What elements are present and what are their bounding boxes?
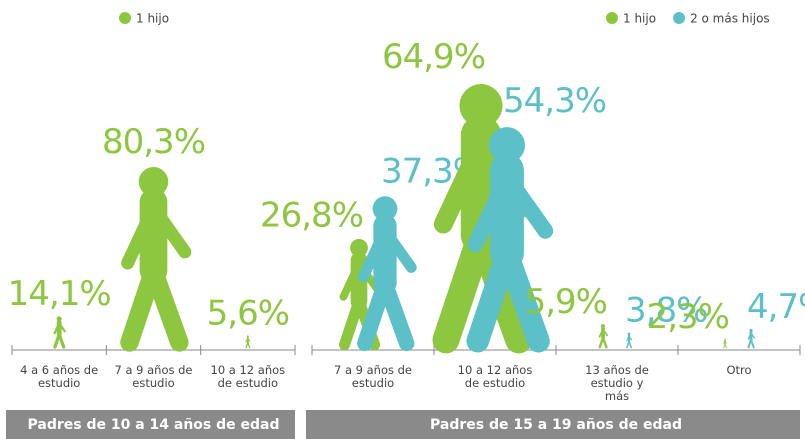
figure <box>723 338 727 349</box>
value-label: 26,8% <box>260 195 363 235</box>
figure-arms <box>747 332 755 340</box>
value-label: 54,3% <box>503 81 606 121</box>
legend-label: 2 o más hijos <box>690 12 770 26</box>
figure-legs <box>53 332 66 349</box>
x-tick-label: 10 a 12 años de estudio <box>457 363 533 390</box>
figure-head <box>601 324 605 328</box>
x-tick-label: Otro <box>726 363 752 377</box>
figure-legs <box>120 261 189 352</box>
figure-legs <box>245 341 251 349</box>
figure-head <box>246 335 249 338</box>
figure-arms <box>598 328 609 338</box>
value-label: 2,3% <box>647 297 729 337</box>
figure <box>245 335 251 349</box>
panel-title: Padres de 10 a 14 años de edad <box>28 417 280 433</box>
figure-legs <box>357 275 415 352</box>
panel-title: Padres de 15 a 19 años de edad <box>430 417 682 433</box>
figure-arms <box>357 224 417 283</box>
figure-head <box>372 196 398 222</box>
legend-label: 1 hijo <box>623 12 656 26</box>
figure-arms <box>626 335 633 342</box>
value-label: 5,6% <box>207 294 289 334</box>
figure-arms <box>467 168 554 253</box>
x-tick-label: 10 a 12 años de estudio <box>210 363 286 390</box>
figure-legs <box>723 343 727 349</box>
legend-swatch <box>119 12 131 24</box>
figure-head <box>749 328 753 333</box>
panel-banner <box>306 410 800 439</box>
panel-banner <box>6 410 295 439</box>
figure <box>357 196 417 352</box>
figure-head <box>350 239 368 257</box>
x-tick-label: 7 a 9 años de estudio <box>333 363 413 390</box>
figure-legs <box>598 336 608 349</box>
legend-label: 1 hijo <box>136 12 169 26</box>
figure-head <box>459 84 503 128</box>
value-label: 64,9% <box>382 37 485 77</box>
x-tick-label: 4 a 6 años de estudio <box>20 363 99 390</box>
figure <box>53 316 66 349</box>
figure <box>598 324 609 349</box>
figure <box>466 127 554 353</box>
figure-head <box>138 167 169 197</box>
figure-arms <box>121 201 192 270</box>
figure-legs <box>626 340 632 349</box>
figure-head <box>488 127 526 164</box>
legend-swatch <box>673 12 686 24</box>
value-label: 80,3% <box>102 122 205 162</box>
figure <box>747 328 755 349</box>
figure-head <box>724 338 726 341</box>
figure-arms <box>53 322 66 335</box>
value-label: 4,7% <box>747 287 805 327</box>
legend-swatch <box>606 12 618 24</box>
value-label: 5,9% <box>525 282 607 322</box>
x-tick-label: 13 años de estudio y más <box>585 363 649 403</box>
value-label: 3,8% <box>625 291 707 331</box>
figure-head <box>56 316 62 322</box>
value-label: 14,1% <box>8 274 111 314</box>
figure-arms <box>723 340 727 344</box>
figure <box>626 332 633 349</box>
x-tick-label: 7 a 9 años de estudio <box>114 363 193 390</box>
figure-legs <box>747 338 755 349</box>
figure-arms <box>245 337 251 343</box>
figure <box>120 167 192 352</box>
figure-head <box>627 332 631 336</box>
figure-legs <box>466 242 550 353</box>
